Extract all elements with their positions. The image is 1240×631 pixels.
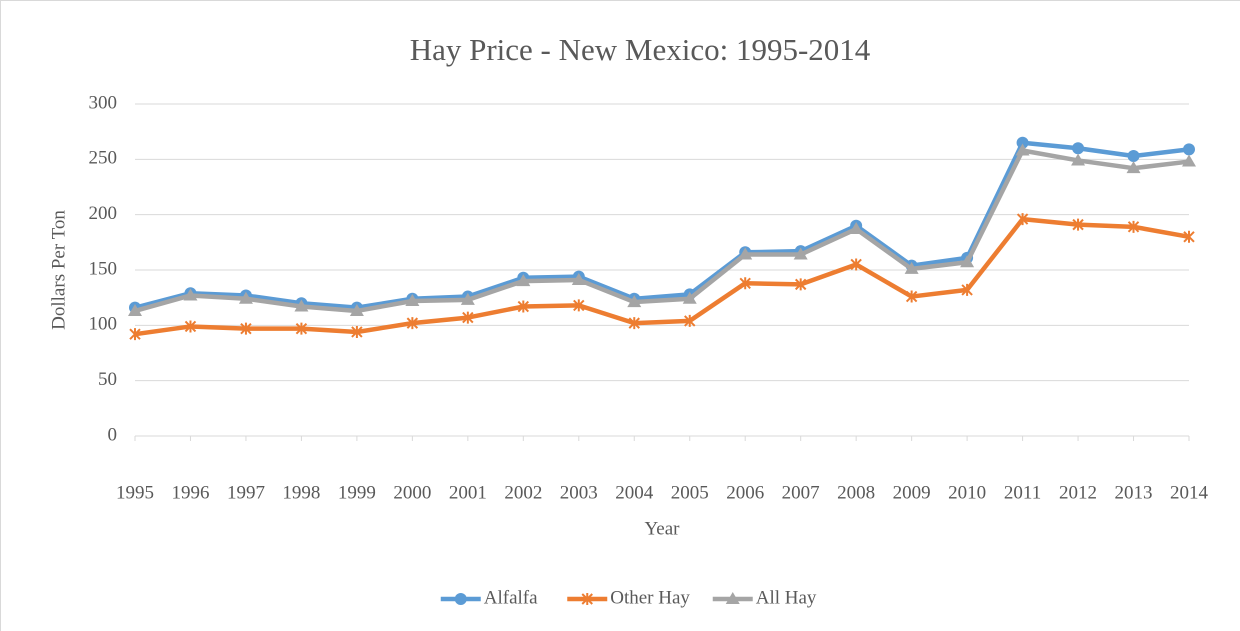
y-tick-label: 250: [89, 148, 118, 169]
data-point: [682, 291, 697, 304]
data-point: [1127, 220, 1140, 233]
x-tick-label: 2000: [393, 482, 431, 503]
x-tick-label: 2002: [504, 482, 542, 503]
x-tick-label: 1996: [171, 482, 209, 503]
data-point: [628, 317, 640, 330]
data-point: [1182, 154, 1196, 167]
data-point: [183, 288, 198, 301]
data-point: [238, 291, 253, 304]
series-line: [134, 148, 1190, 314]
x-tick-label: 2013: [1115, 482, 1153, 503]
data-point: [573, 299, 585, 312]
x-tick-label: 2001: [449, 482, 487, 503]
x-tick-label: 1997: [227, 482, 265, 503]
data-point: [1015, 143, 1030, 156]
y-tick-label: 200: [89, 203, 118, 224]
x-tick-label: 1995: [116, 482, 154, 503]
data-point: [294, 299, 309, 312]
data-point: [349, 303, 364, 316]
data-point: [516, 274, 531, 287]
data-point: [128, 303, 142, 316]
x-tick-label: 2004: [615, 482, 654, 503]
data-point: [351, 325, 363, 338]
x-tick-label: 2012: [1059, 482, 1097, 503]
data-point: [960, 255, 975, 268]
legend-label: Alfalfa: [484, 587, 538, 608]
data-point: [627, 295, 642, 308]
data-point: [184, 320, 197, 333]
legend-label: Other Hay: [610, 587, 690, 608]
data-point: [571, 272, 586, 285]
chart-title: Hay Price - New Mexico: 1995-2014: [410, 32, 871, 67]
y-axis-label: Dollars Per Ton: [48, 210, 69, 330]
x-axis-label: Year: [644, 518, 680, 539]
data-point: [1126, 161, 1141, 174]
y-tick-label: 0: [108, 424, 118, 445]
data-point: [849, 222, 864, 235]
data-point: [1016, 136, 1029, 149]
x-tick-label: 2011: [1004, 482, 1041, 503]
data-point: [1127, 150, 1140, 163]
legend-label: All Hay: [756, 587, 817, 608]
data-point: [1183, 143, 1195, 156]
y-tick-label: 300: [89, 92, 118, 113]
x-tick-label: 2008: [837, 482, 875, 503]
data-point: [738, 247, 753, 260]
x-tick-label: 2003: [560, 482, 598, 503]
x-tick-label: 2005: [671, 482, 709, 503]
x-tick-label: 1999: [338, 482, 376, 503]
x-tick-label: 2010: [948, 482, 986, 503]
legend-marker: [581, 593, 593, 605]
data-point: [129, 328, 141, 341]
data-point: [793, 247, 808, 260]
data-point: [904, 261, 919, 274]
y-tick-label: 150: [89, 258, 118, 279]
data-point: [406, 317, 419, 330]
x-tick-label: 2009: [893, 482, 931, 503]
data-point: [460, 292, 475, 305]
data-point: [295, 322, 308, 335]
legend-marker: [454, 593, 467, 605]
data-point: [462, 311, 474, 324]
data-point: [1072, 142, 1085, 155]
data-point: [1183, 230, 1195, 243]
data-point: [240, 322, 252, 335]
x-tick-label: 2007: [782, 482, 820, 503]
data-point: [1071, 153, 1086, 166]
data-point: [961, 283, 973, 296]
data-point: [405, 293, 420, 306]
data-point: [850, 258, 862, 271]
legend-marker: [725, 592, 740, 604]
x-tick-label: 2014: [1170, 482, 1209, 503]
series-line: [134, 216, 1190, 337]
y-tick-label: 50: [98, 369, 117, 390]
x-tick-label: 2006: [726, 482, 764, 503]
series-line: [134, 140, 1190, 310]
data-point: [794, 278, 807, 291]
data-point: [905, 290, 918, 303]
data-point: [1072, 218, 1084, 231]
data-point: [739, 277, 751, 290]
data-point: [1016, 213, 1029, 226]
x-tick-label: 1998: [282, 482, 320, 503]
data-point: [684, 314, 696, 327]
data-point: [517, 300, 530, 313]
y-tick-label: 100: [89, 314, 118, 335]
